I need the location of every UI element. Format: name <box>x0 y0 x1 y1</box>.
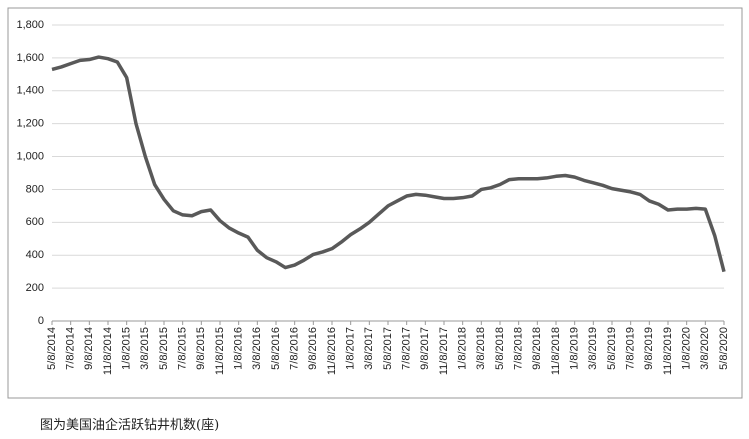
y-tick-label: 200 <box>26 282 44 294</box>
x-tick-label: 11/8/2019 <box>662 327 674 375</box>
x-tick-label: 11/8/2015 <box>214 327 226 375</box>
x-tick-label: 1/8/2015 <box>121 327 133 370</box>
x-tick-label: 9/8/2017 <box>419 327 431 370</box>
y-tick-label: 1,400 <box>16 85 44 97</box>
x-tick-label: 5/8/2019 <box>606 327 618 370</box>
y-tick-label: 1,200 <box>16 118 44 130</box>
chart: 0 200 400 600 800 1,000 1,200 1,400 1,600 1,800 5/… <box>7 7 743 399</box>
x-tick-label: 9/8/2016 <box>307 327 319 370</box>
chart-frame <box>7 7 743 399</box>
x-tick-label: 7/8/2015 <box>177 327 189 370</box>
y-tick-label: 1,600 <box>16 52 44 64</box>
caption: 图为美国油企活跃钻井机数(座) <box>40 418 220 433</box>
x-tick-label: 9/8/2019 <box>643 327 655 370</box>
x-tick-label: 1/8/2016 <box>233 327 245 370</box>
x-tick-label: 11/8/2018 <box>550 327 562 375</box>
x-tick-label: 1/8/2020 <box>681 327 693 370</box>
x-tick-label: 5/8/2015 <box>158 327 170 370</box>
x-tick-label: 3/8/2020 <box>699 327 711 370</box>
x-tick-label: 7/8/2017 <box>401 327 413 370</box>
line-series <box>51 55 726 273</box>
x-tick-label: 9/8/2014 <box>83 327 95 370</box>
x-tick-label: 3/8/2018 <box>475 327 487 370</box>
x-tick-label: 11/8/2016 <box>326 327 338 375</box>
x-tick-label: 3/8/2016 <box>251 327 263 370</box>
y-tick-label: 1,000 <box>16 150 44 162</box>
y-tick-label: 0 <box>38 315 44 327</box>
y-tick-label: 800 <box>26 183 44 195</box>
x-tick-label: 11/8/2014 <box>102 327 114 375</box>
x-tick-label: 5/8/2014 <box>46 327 58 370</box>
x-tick-label: 3/8/2015 <box>139 327 151 370</box>
y-tick-label: 1,800 <box>16 19 44 31</box>
x-tick-label: 3/8/2019 <box>587 327 599 370</box>
x-tick-label: 11/8/2017 <box>438 327 450 375</box>
x-tick-label: 5/8/2017 <box>382 327 394 370</box>
x-tick-label: 7/8/2019 <box>625 327 637 370</box>
x-tick-label: 7/8/2016 <box>289 327 301 370</box>
x-tick-label: 1/8/2018 <box>457 327 469 370</box>
y-tick-label: 400 <box>26 249 44 261</box>
y-tick-label: 600 <box>26 216 44 228</box>
x-tick-label: 5/8/2018 <box>494 327 506 370</box>
x-tick-label: 9/8/2015 <box>195 327 207 370</box>
x-tick-label: 3/8/2017 <box>363 327 375 370</box>
x-tick-label: 7/8/2018 <box>513 327 525 370</box>
x-tick-label: 5/8/2016 <box>270 327 282 370</box>
x-tick-label: 9/8/2018 <box>531 327 543 370</box>
x-tick-label: 7/8/2014 <box>65 327 77 370</box>
x-tick-label: 1/8/2019 <box>569 327 581 370</box>
x-tick-label: 1/8/2017 <box>345 327 357 370</box>
x-tick-label: 5/8/2020 <box>718 327 730 370</box>
